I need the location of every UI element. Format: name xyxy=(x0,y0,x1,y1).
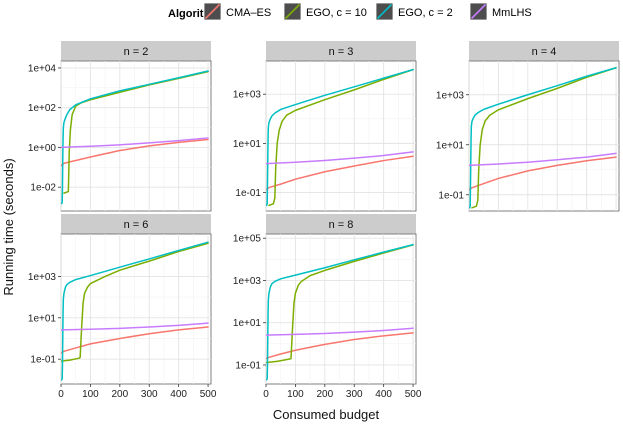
legend-item-cma-es: CMA–ES xyxy=(203,2,271,21)
facet-strip xyxy=(61,41,211,61)
series-group xyxy=(61,241,209,381)
legend-item-ego-c-10: EGO, c = 10 xyxy=(283,2,367,21)
panel-n-3: n = 3 1e-01 1e+01 1e+03 xyxy=(233,41,417,212)
x-tick-label: 500 xyxy=(405,389,422,400)
facet-label: n = 2 xyxy=(124,46,149,58)
y-tick-label: 1e+01 xyxy=(233,318,262,329)
x-tick-label: 500 xyxy=(200,389,217,400)
facet-label: n = 4 xyxy=(532,46,557,58)
y-tick-label: 1e-01 xyxy=(438,190,464,201)
series-line-cma-es xyxy=(61,326,209,354)
legend-key-line xyxy=(470,3,487,20)
facet-strip xyxy=(469,41,619,61)
y-tick-label: 1e+04 xyxy=(28,63,57,74)
y-tick-label: 1e+03 xyxy=(233,90,262,101)
x-tick-label: 300 xyxy=(346,389,363,400)
legend-key-line xyxy=(204,3,221,20)
plot-area xyxy=(468,60,620,212)
plot-area xyxy=(60,233,212,385)
legend-item-ego-c-2: EGO, c = 2 xyxy=(375,2,453,21)
facet-strip xyxy=(266,41,416,61)
series-line-cma-es xyxy=(266,155,414,191)
y-tick-label: 1e+03 xyxy=(436,90,465,101)
y-tick-label: 1e+01 xyxy=(233,139,262,150)
y-tick-label: 1e-01 xyxy=(235,360,261,371)
series-line-ego-c-2 xyxy=(61,70,209,205)
series-line-mmlhs xyxy=(266,151,414,165)
facet-label: n = 3 xyxy=(329,46,354,58)
y-tick-label: 1e+03 xyxy=(233,276,262,287)
series-line-ego-c-10 xyxy=(471,67,617,209)
y-tick-label: 1e+01 xyxy=(28,313,57,324)
panel-n-6: n = 6 0 100 200 300 400 500 1e-01 1e+01 1e+03 xyxy=(28,214,217,400)
x-tick-label: 100 xyxy=(287,389,304,400)
y-tick-label: 1e+02 xyxy=(28,103,57,114)
grid xyxy=(265,234,416,384)
series-line-ego-c-2 xyxy=(469,67,617,209)
plot-area xyxy=(265,233,417,385)
y-tick-label: 1e+03 xyxy=(28,272,57,283)
y-tick-label: 1e-01 xyxy=(30,355,56,366)
panel-n-4: n = 4 1e-01 1e+01 1e+03 xyxy=(436,41,620,212)
series-line-ego-c-10 xyxy=(266,244,414,364)
series-line-ego-c-2 xyxy=(266,68,414,207)
series-group xyxy=(469,67,617,209)
legend-item-mmlhs: MmLHS xyxy=(469,2,532,21)
x-axis-title: Consumed budget xyxy=(273,407,380,422)
y-tick-label: 1e+05 xyxy=(233,234,262,245)
grid xyxy=(60,234,211,384)
facet-label: n = 8 xyxy=(329,219,354,231)
plot-area xyxy=(265,60,417,212)
legend-label-mmlhs: MmLHS xyxy=(492,7,532,19)
x-tick-label: 200 xyxy=(316,389,333,400)
legend-key-line xyxy=(376,3,393,20)
series-line-mmlhs xyxy=(266,327,414,336)
series-line-cma-es xyxy=(61,138,209,167)
legend: Algorithm CMA–ES EGO, c = 10 EGO, c = 2 MmL… xyxy=(168,2,532,21)
series-group xyxy=(61,70,209,205)
x-tick-label: 400 xyxy=(170,389,187,400)
grid xyxy=(60,61,211,211)
x-tick-label: 400 xyxy=(375,389,392,400)
series-line-ego-c-2 xyxy=(61,241,209,381)
series-line-cma-es xyxy=(469,156,617,191)
legend-label-cma-es: CMA–ES xyxy=(226,7,271,19)
series-group xyxy=(266,243,414,381)
x-tick-label: 100 xyxy=(82,389,99,400)
series-group xyxy=(266,68,414,207)
x-tick-label: 0 xyxy=(263,389,269,400)
x-tick-label: 200 xyxy=(111,389,128,400)
legend-label-ego-c-10: EGO, c = 10 xyxy=(306,7,367,19)
series-line-mmlhs xyxy=(61,137,209,149)
series-line-ego-c-10 xyxy=(268,68,414,207)
facet-strip xyxy=(61,214,211,234)
facet-strip xyxy=(266,214,416,234)
series-line-mmlhs xyxy=(469,152,617,167)
plot-area xyxy=(60,60,212,212)
x-tick-label: 300 xyxy=(141,389,158,400)
y-tick-label: 1e+01 xyxy=(436,140,465,151)
series-line-cma-es xyxy=(266,332,414,360)
legend-key-line xyxy=(284,3,301,20)
series-line-mmlhs xyxy=(61,322,209,331)
x-tick-label: 0 xyxy=(58,389,64,400)
panel-n-8: n = 8 0 100 200 300 400 500 1e-01 1e+01 1e+03 1e+0… xyxy=(233,214,422,400)
panel-n-2: n = 2 1e-02 1e+00 1e+02 1e+04 xyxy=(28,41,212,212)
y-axis-title: Running time (seconds) xyxy=(1,158,16,295)
grid xyxy=(265,61,416,211)
legend-label-ego-c-2: EGO, c = 2 xyxy=(398,7,453,19)
series-line-ego-c-10 xyxy=(61,242,209,362)
y-tick-label: 1e-01 xyxy=(235,188,261,199)
grid xyxy=(468,61,619,211)
y-tick-label: 1e-02 xyxy=(30,183,56,194)
series-line-ego-c-2 xyxy=(266,243,414,381)
facet-label: n = 6 xyxy=(124,219,149,231)
y-tick-label: 1e+00 xyxy=(28,143,57,154)
